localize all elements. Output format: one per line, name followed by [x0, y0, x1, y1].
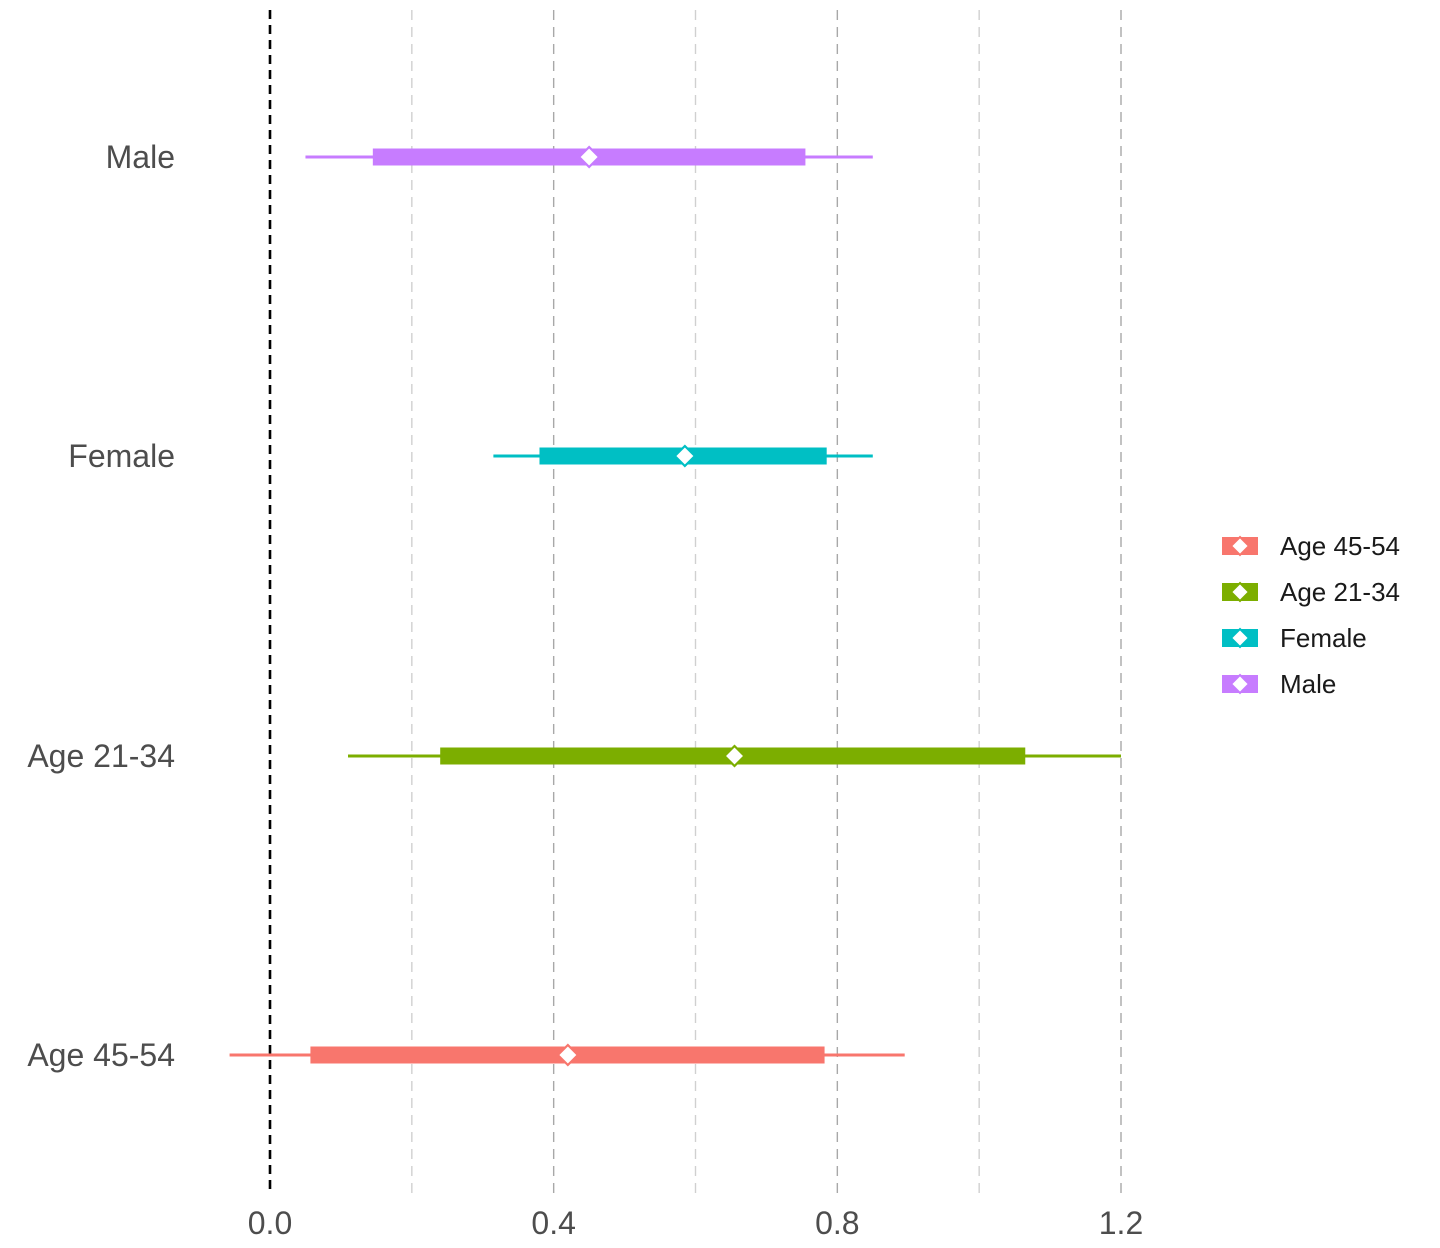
- legend-diamond-male: [1229, 673, 1251, 695]
- series-layer: [229, 145, 1121, 1067]
- series-age-45-54: [229, 1043, 905, 1067]
- legend-item-female: Female: [1222, 623, 1367, 653]
- legend-label-age-21-34: Age 21-34: [1280, 577, 1400, 607]
- legend-diamond-age-45-54: [1229, 535, 1251, 557]
- legend-diamond-female: [1229, 627, 1251, 649]
- series-female: [493, 444, 873, 468]
- y-tick-label-age-45-54: Age 45-54: [27, 1037, 175, 1073]
- legend-label-male: Male: [1280, 669, 1336, 699]
- legend-diamond-age-21-34: [1229, 581, 1251, 603]
- x-tick-label: 1.2: [1099, 1205, 1143, 1241]
- legend-label-age-45-54: Age 45-54: [1280, 531, 1400, 561]
- point-estimate-female: [673, 444, 697, 468]
- axis-layer: Male Female Age 21-34 Age 45-54 0.0 0.4 0.8 1.2: [27, 139, 1143, 1241]
- legend-item-age-45-54: Age 45-54: [1222, 531, 1400, 561]
- legend-item-age-21-34: Age 21-34: [1222, 577, 1400, 607]
- point-estimate-male: [577, 145, 601, 169]
- x-tick-label: 0.4: [531, 1205, 575, 1241]
- y-tick-label-female: Female: [68, 438, 175, 474]
- series-age-21-34: [348, 744, 1121, 768]
- y-tick-label-age-21-34: Age 21-34: [27, 738, 175, 774]
- point-estimate-age-45-54: [556, 1043, 580, 1067]
- x-tick-label: 0.0: [248, 1205, 292, 1241]
- legend-item-male: Male: [1222, 669, 1336, 699]
- point-estimate-age-21-34: [722, 744, 747, 768]
- y-tick-label-male: Male: [106, 139, 175, 175]
- series-male: [305, 145, 873, 169]
- legend: Age 45-54 Age 21-34 Female Male: [1222, 531, 1400, 699]
- x-tick-label: 0.8: [815, 1205, 859, 1241]
- grid-layer: [411, 10, 1122, 1195]
- legend-label-female: Female: [1280, 623, 1367, 653]
